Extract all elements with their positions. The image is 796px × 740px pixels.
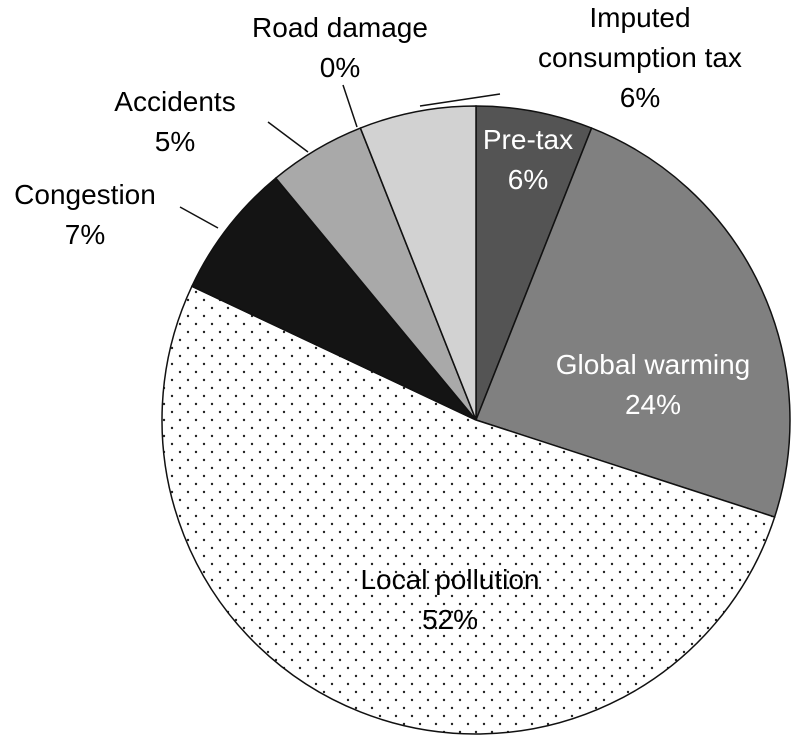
category-label: Road damage [252,12,428,43]
category-label: Global warming [555,349,751,380]
slice-label: Global warming 24% [523,345,783,425]
value-label: 0% [319,52,361,83]
slice-label: Local pollution 52% [320,560,580,640]
leader-line [179,206,219,229]
value-label: 7% [64,219,106,250]
category-label: Local pollution [360,564,540,595]
pie-slice [190,177,477,421]
value-label: 24% [624,389,682,420]
slice-label: Pre-tax 6% [448,120,608,200]
category-label: Pre-tax [482,124,574,155]
pie-slice [359,105,477,421]
category-label: Congestion [14,179,156,210]
category-label: Imputed consumption tax [538,2,742,73]
value-label: 5% [154,126,196,157]
pie-slice [161,285,776,735]
slice-label: Imputed consumption tax 6% [515,0,765,118]
pie-slice [475,105,593,421]
leader-line [419,93,501,107]
category-label: Accidents [114,86,236,117]
pie-slice [475,127,791,518]
slice-label: Road damage 0% [225,8,455,88]
value-label: 6% [619,82,661,113]
slice-label: Congestion 7% [0,175,175,255]
leader-line [267,121,309,153]
slice-label: Accidents 5% [95,82,255,162]
value-label: 6% [507,164,549,195]
value-label: 52% [421,604,479,635]
leader-line [342,84,358,128]
